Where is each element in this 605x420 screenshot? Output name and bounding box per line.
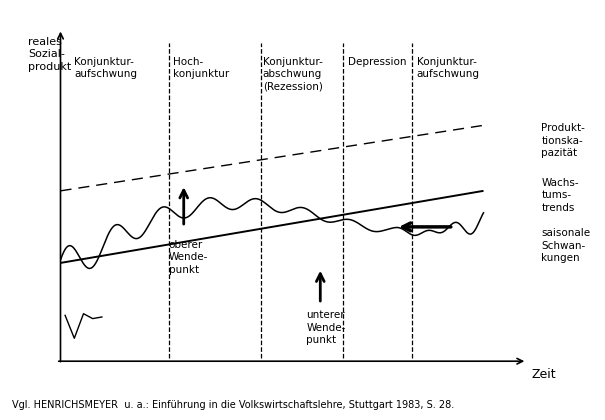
Text: Konjunktur-
aufschwung: Konjunktur- aufschwung xyxy=(417,57,480,79)
Text: Konjunktur-
abschwung
(Rezession): Konjunktur- abschwung (Rezession) xyxy=(263,57,322,91)
Text: reales
Sozial-
produkt: reales Sozial- produkt xyxy=(28,37,71,72)
Text: Produkt-
tionska-
pazität: Produkt- tionska- pazität xyxy=(541,123,586,158)
Text: Depression: Depression xyxy=(348,57,407,66)
Text: Zeit: Zeit xyxy=(532,368,557,381)
Text: oberer
Wende-
punkt: oberer Wende- punkt xyxy=(169,240,208,275)
Text: Wachs-
tums-
trends: Wachs- tums- trends xyxy=(541,178,579,213)
Text: Vgl. HENRICHSMEYER  u. a.: Einführung in die Volkswirtschaftslehre, Stuttgart 19: Vgl. HENRICHSMEYER u. a.: Einführung in … xyxy=(12,399,454,409)
Text: Konjunktur-
aufschwung: Konjunktur- aufschwung xyxy=(74,57,137,79)
Text: Hoch-
konjunktur: Hoch- konjunktur xyxy=(173,57,229,79)
Text: unterer
Wende-
punkt: unterer Wende- punkt xyxy=(307,310,346,345)
Text: saisonale
Schwan-
kungen: saisonale Schwan- kungen xyxy=(541,228,590,263)
